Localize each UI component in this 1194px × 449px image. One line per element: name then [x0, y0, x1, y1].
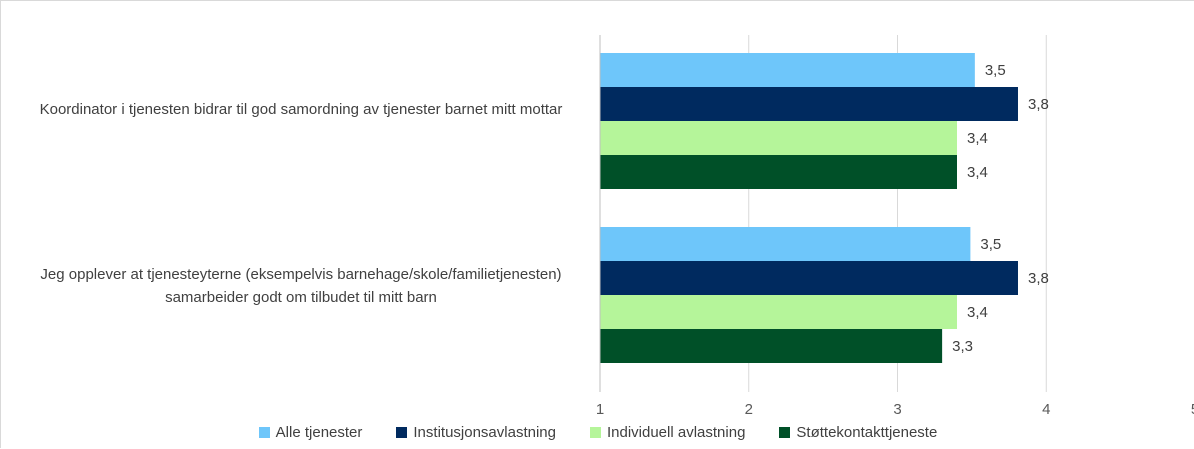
legend-label: Institusjonsavlastning [413, 423, 556, 441]
data-label: 3,5 [985, 62, 1006, 79]
legend-item-alle-tjenester: Alle tjenester [258, 423, 363, 441]
x-tick-label: 4 [1042, 401, 1050, 418]
bar [600, 121, 957, 155]
bar [600, 155, 957, 189]
legend-label: Alle tjenester [275, 423, 363, 441]
bar [600, 261, 1018, 295]
legend-item-institusjonsavlastning: Institusjonsavlastning [396, 424, 556, 441]
legend-swatch [396, 426, 408, 438]
data-label: 3,4 [967, 304, 988, 321]
data-label: 3,5 [980, 236, 1001, 253]
data-label: 3,8 [1028, 96, 1049, 113]
legend-label: Støttekontakttjeneste [796, 423, 938, 441]
legend-swatch [589, 426, 601, 438]
bar [600, 87, 1018, 121]
x-tick-label: 3 [893, 401, 901, 418]
legend-item-individuell-avlastning: Individuell avlastning [589, 423, 746, 441]
legend: Alle tjenester Institusjonsavlastning In… [1, 421, 1194, 443]
bar [600, 227, 971, 261]
data-label: 3,4 [967, 164, 988, 181]
legend-label: Individuell avlastning [606, 423, 746, 441]
data-label: 3,4 [967, 130, 988, 147]
x-tick-label: 2 [745, 401, 753, 418]
legend-swatch [779, 426, 791, 438]
x-tick-label: 1 [596, 401, 604, 418]
legend-swatch [258, 426, 270, 438]
legend-item-stottekontakttjeneste: Støttekontakttjeneste [779, 424, 937, 441]
category-label-1: Koordinator i tjenesten bidrar til god s… [39, 101, 563, 118]
bar [600, 53, 975, 87]
category-label-2: Jeg opplever at tjenesteyterne (eksempel… [40, 266, 562, 306]
x-tick-label: 5 [1191, 401, 1194, 418]
data-label: 3,8 [1028, 270, 1049, 287]
bar [600, 329, 943, 363]
data-label: 3,3 [952, 338, 973, 355]
bar [600, 295, 957, 329]
